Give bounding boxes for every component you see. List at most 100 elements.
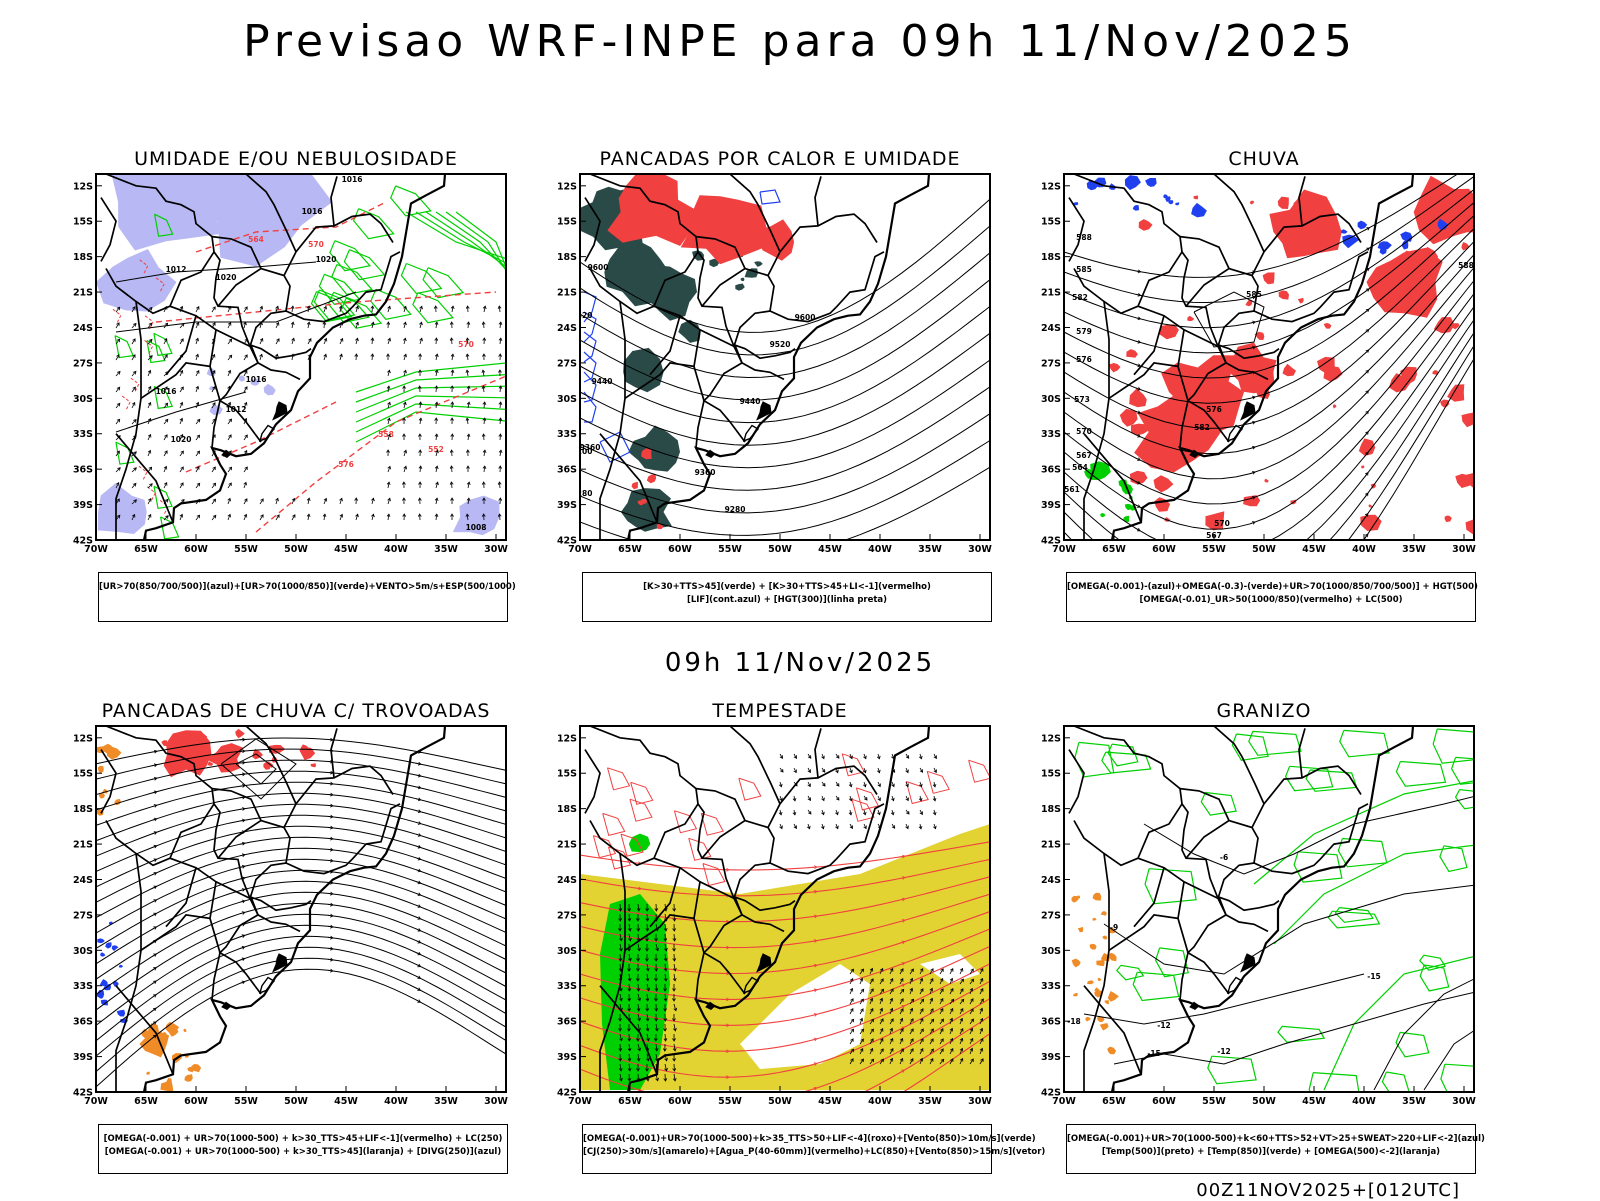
precip-water-contour [689, 838, 711, 860]
lat-label: 18S [73, 252, 93, 263]
lat-label: 39S [1041, 1052, 1061, 1063]
omega-area [1125, 175, 1141, 190]
lon-label: 65W [134, 544, 158, 555]
humidity-area [210, 406, 223, 416]
flow-arrow [1480, 332, 1483, 335]
legend-trovoadas: [OMEGA(-0.001) + UR>70(1000-500) + k>30_… [98, 1124, 508, 1174]
lat-label: 33S [1041, 981, 1061, 992]
map-content: 5885855825795765735705675645615765705675… [1064, 172, 1494, 592]
legend-line: [LIF](cont.azul) + [HGT(300)](linha pret… [583, 594, 991, 607]
lon-label: 40W [384, 544, 408, 555]
omega-area [1093, 893, 1102, 901]
contour-label: 582 [1072, 293, 1088, 302]
rain-red [1109, 176, 1494, 535]
lat-label: 27S [1041, 358, 1061, 369]
lon-label: 55W [1202, 1096, 1226, 1107]
lon-label: 30W [968, 1096, 992, 1107]
temp850-contour [1249, 731, 1301, 755]
state-border [106, 821, 170, 866]
legend-line: [CJ(250)>30m/s](amarelo)+[Agua_P(40-60mm… [583, 1146, 991, 1159]
state-border [1226, 915, 1268, 932]
humidity-contour [406, 212, 516, 262]
lon-label: 65W [618, 544, 642, 555]
flow-arrow [1480, 332, 1483, 336]
lon-label: 35W [918, 544, 942, 555]
lon-label: 40W [868, 544, 892, 555]
lat-label: 30S [557, 394, 577, 405]
legend-line: [OMEGA(-0.001)-(azul)+OMEGA(-0.3)-(verde… [1067, 581, 1475, 594]
contour-label: 9440 [740, 397, 761, 406]
omega-area [1092, 918, 1096, 921]
legend-line: [OMEGA(-0.001) + UR>70(1000-500) + k>30_… [99, 1133, 507, 1146]
green-area [735, 284, 745, 291]
rain-area [1333, 404, 1337, 408]
flow-arrow [1480, 320, 1483, 324]
contour-label: 1016 [302, 207, 323, 216]
lat-label: 18S [557, 804, 577, 815]
lon-label: 65W [618, 1096, 642, 1107]
divergence-area [119, 965, 123, 968]
temp850-contour [1396, 762, 1445, 787]
flow-arrow [1480, 232, 1483, 236]
humidity-contour [154, 333, 172, 355]
rain-area [1279, 290, 1289, 299]
flow-arrow [1480, 282, 1483, 285]
state-border [258, 915, 300, 932]
precip-water-contour [906, 782, 928, 804]
lon-label: 40W [1352, 1096, 1376, 1107]
thickness-line [131, 378, 139, 392]
state-border [284, 766, 393, 827]
shower-area [98, 766, 104, 773]
lon-label: 50W [1252, 544, 1276, 555]
lat-label: 24S [1041, 323, 1061, 334]
lat-label: 33S [557, 429, 577, 440]
thunderstorm-area [311, 763, 316, 767]
precip-water-contour [674, 811, 696, 833]
precip-water-contour [739, 778, 761, 800]
coastline [1112, 724, 1414, 1092]
map-granizo: -6-9-12-15-18-15-1212S15S18S21S24S27S30S… [1024, 724, 1504, 1144]
legend-tempestade: [OMEGA(-0.001)+UR>70(1000-500)+k>35_TTS>… [582, 1124, 992, 1174]
omega-area [1402, 241, 1408, 250]
state-border [170, 804, 250, 899]
thunder-red [161, 729, 316, 777]
lon-label: 35W [1402, 1096, 1426, 1107]
map-content: 9600952094409360928096009520944093609280… [571, 172, 1000, 558]
lat-label: 39S [73, 500, 93, 511]
divergence [96, 922, 128, 1024]
lat-label: 24S [557, 875, 577, 886]
shower-area [187, 1067, 194, 1072]
lat-label: 33S [73, 429, 93, 440]
lon-label: 40W [384, 1096, 408, 1107]
contour-label: -15 [1367, 972, 1381, 981]
humidity-contour [161, 517, 179, 539]
lat-label: 36S [557, 1017, 577, 1028]
lat-label: 36S [73, 1017, 93, 1028]
temp850-contour [1324, 954, 1484, 1090]
streamline [86, 804, 526, 860]
valid-time-subtitle: 09h 11/Nov/2025 [0, 648, 1600, 678]
humidity-area [98, 483, 147, 534]
contour-label: 9200 [572, 447, 593, 456]
main-title: Previsao WRF-INPE para 09h 11/Nov/2025 [0, 16, 1600, 67]
lat-label: 12S [1041, 181, 1061, 192]
lat-label: 33S [1041, 429, 1061, 440]
contour-label: 9280 [725, 505, 746, 514]
contour-label: 1020 [316, 255, 337, 264]
state-border [101, 198, 116, 262]
flow-arrow [1480, 307, 1483, 310]
state-border [141, 915, 210, 950]
rain-area [1250, 201, 1254, 205]
contour-label: 576 [338, 460, 354, 469]
lon-label: 40W [868, 1096, 892, 1107]
temp850-contour [1433, 729, 1479, 763]
contour-label: 570 [1214, 519, 1230, 528]
omega-area [1072, 959, 1081, 968]
lon-label: 60W [668, 544, 692, 555]
lon-label: 70W [84, 544, 108, 555]
lat-label: 24S [557, 323, 577, 334]
lat-label: 33S [557, 981, 577, 992]
